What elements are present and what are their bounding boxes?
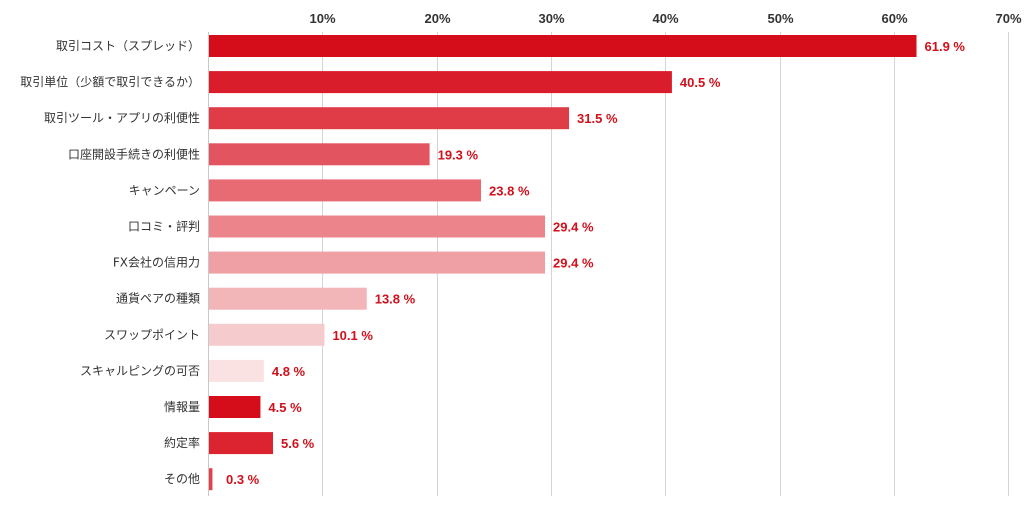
category-label: 口座開設手続きの利便性 [68, 146, 200, 161]
bar [209, 432, 274, 455]
value-label: 4.8 % [272, 364, 306, 379]
value-label: 19.3 % [438, 147, 479, 162]
bar [209, 179, 482, 202]
value-label: 13.8 % [375, 292, 416, 307]
value-label: 10.1 % [332, 328, 373, 343]
value-label: 61.9 % [925, 39, 966, 54]
bar [209, 468, 213, 491]
bar [209, 35, 917, 57]
category-label: 取引コスト（スプレッド） [56, 39, 200, 53]
category-labels: 取引コスト（スプレッド） 取引単位（少額で取引できるか） 取引ツール・アプリの利便性… [20, 39, 200, 486]
bar [209, 107, 570, 130]
x-tick-label: 20% [424, 11, 450, 26]
bar [209, 287, 367, 310]
category-label: 取引ツール・アプリの利便性 [44, 111, 200, 125]
bar [209, 71, 672, 94]
category-label: 口コミ・評判 [128, 219, 200, 234]
bar [209, 359, 264, 382]
value-label: 31.5 % [577, 111, 618, 126]
value-label: 0.3 % [226, 472, 260, 487]
category-label: スワップポイント [104, 328, 200, 342]
value-label: 4.5 % [268, 400, 302, 415]
category-label: 約定率 [164, 435, 200, 450]
value-label: 29.4 % [553, 220, 594, 235]
bars [209, 35, 917, 491]
category-label: 通貨ペアの種類 [116, 291, 200, 306]
x-tick-label: 70% [995, 11, 1021, 26]
value-label: 29.4 % [553, 256, 594, 271]
x-tick-label: 10% [309, 11, 335, 26]
value-labels: 61.9 % 40.5 % 31.5 % 19.3 % 23.8 % 29.4 % 29.4… [226, 39, 965, 487]
bar [209, 323, 325, 346]
category-label: その他 [164, 472, 200, 486]
category-label: FX会社の信用力 [113, 255, 200, 270]
bar [209, 215, 546, 238]
bar [209, 251, 546, 274]
value-label: 23.8 % [489, 183, 530, 198]
x-tick-label: 50% [767, 11, 793, 26]
value-label: 40.5 % [680, 75, 721, 90]
x-axis-ticks: 10% 20% 30% 40% 50% 60% 70% [309, 11, 1021, 26]
category-label: 取引単位（少額で取引できるか） [20, 74, 200, 89]
category-label: キャンペーン [129, 183, 200, 197]
bar [209, 396, 261, 418]
bar [209, 143, 430, 166]
value-label: 5.6 % [281, 436, 315, 451]
x-tick-label: 60% [881, 11, 907, 26]
category-label: 情報量 [164, 400, 200, 414]
category-label: スキャルピングの可否 [80, 364, 200, 378]
x-tick-label: 30% [538, 11, 564, 26]
x-tick-label: 40% [652, 11, 678, 26]
